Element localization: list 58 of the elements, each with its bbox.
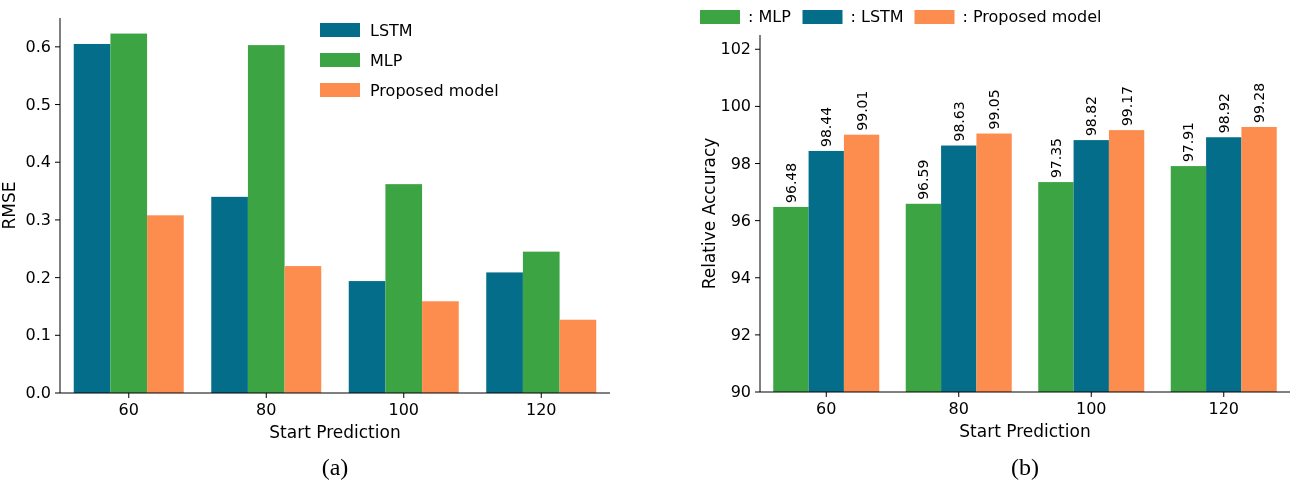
bar xyxy=(211,196,248,393)
data-label: 97.35 xyxy=(1047,137,1064,179)
x-tick-label: 60 xyxy=(816,399,837,418)
bar xyxy=(284,266,322,393)
x-tick-label: 120 xyxy=(525,400,557,419)
bar xyxy=(522,251,560,393)
x-axis-title: Start Prediction xyxy=(269,422,401,442)
bar xyxy=(559,319,597,393)
text: (a) xyxy=(321,454,349,480)
x-tick-label: 80 xyxy=(948,399,969,418)
data-label: 99.17 xyxy=(1118,86,1135,127)
y-tick-label: 92 xyxy=(730,324,751,344)
data-label: 96.48 xyxy=(782,162,799,203)
y-tick-label: 0.2 xyxy=(25,267,51,287)
data-label: 98.82 xyxy=(1083,96,1100,137)
x-tick-label: 60 xyxy=(118,400,139,419)
bar xyxy=(385,184,423,393)
data-label: 97.91 xyxy=(1180,122,1197,163)
y-tick-label: 100 xyxy=(720,96,751,116)
x-axis-title: Start Prediction xyxy=(959,421,1091,441)
data-label: 98.44 xyxy=(818,106,835,147)
data-label: 96.59 xyxy=(915,159,932,200)
y-axis-title: Relative Accuracy xyxy=(699,137,719,290)
bar xyxy=(73,43,111,393)
x-tick-label: 80 xyxy=(256,400,277,419)
bar xyxy=(110,33,148,393)
legend-label: MLP xyxy=(370,51,403,70)
bar xyxy=(486,272,523,393)
bar xyxy=(422,301,459,393)
y-tick-label: 0.0 xyxy=(25,383,51,402)
y-tick-label: 94 xyxy=(730,267,751,287)
legend-label: : Proposed model xyxy=(962,7,1102,26)
y-tick-label: 102 xyxy=(720,39,751,59)
legend-label: : MLP xyxy=(748,7,792,26)
text: (b) xyxy=(1011,454,1039,480)
y-tick-label: 0.4 xyxy=(25,152,51,172)
bar xyxy=(147,215,184,393)
data-label: 99.01 xyxy=(853,90,870,131)
data-label: 99.05 xyxy=(986,89,1003,130)
y-tick-label: 96 xyxy=(730,210,751,230)
y-tick-label: 90 xyxy=(730,382,751,401)
legend-label: LSTM xyxy=(370,21,413,40)
legend-label: : LSTM xyxy=(850,7,904,26)
data-label: 98.92 xyxy=(1215,93,1232,134)
x-tick-label: 120 xyxy=(1208,399,1240,418)
legend-label: Proposed model xyxy=(370,81,499,100)
y-tick-label: 0.6 xyxy=(25,36,51,56)
data-label: 99.28 xyxy=(1251,82,1268,123)
y-tick-label: 0.5 xyxy=(25,94,51,114)
bar xyxy=(348,281,386,393)
y-tick-label: 98 xyxy=(730,153,751,173)
x-tick-label: 100 xyxy=(1075,399,1107,418)
y-tick-label: 0.1 xyxy=(25,325,51,345)
y-axis-title: RMSE xyxy=(0,181,19,230)
y-tick-label: 0.3 xyxy=(25,209,51,229)
x-tick-label: 100 xyxy=(388,400,420,419)
data-label: 98.63 xyxy=(950,101,967,142)
bar xyxy=(247,45,285,393)
